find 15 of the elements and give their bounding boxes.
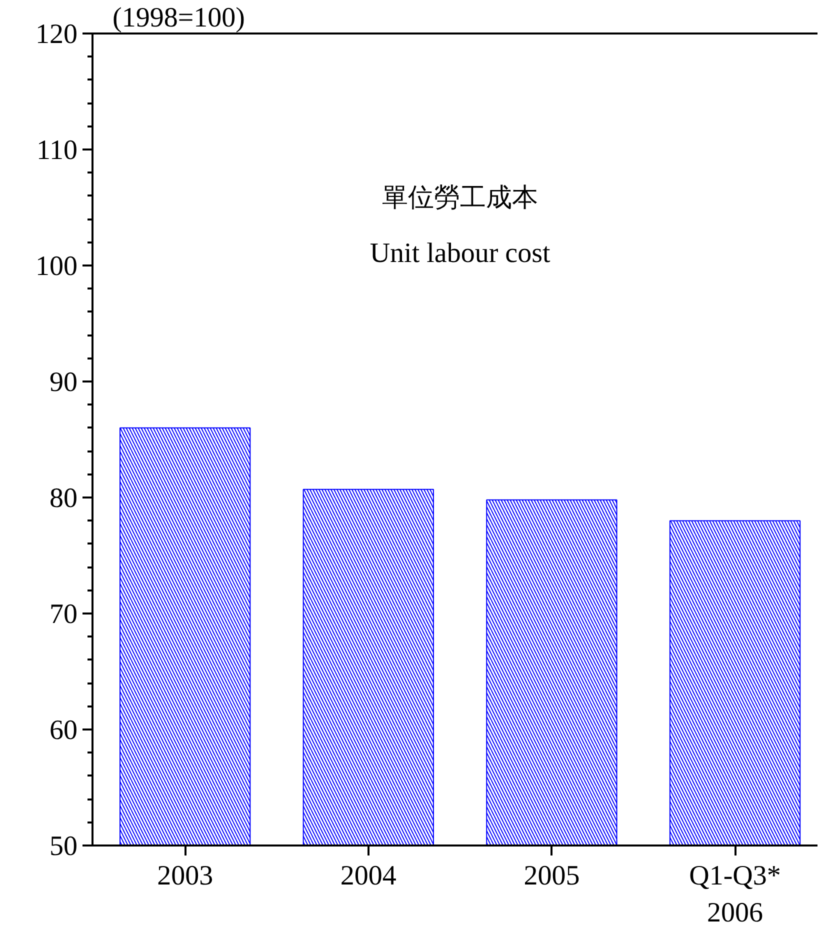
y-tick-label: 50 [50,831,78,862]
y-tick-label: 60 [50,715,78,746]
x-tick-label: 2003 [157,860,214,892]
y-tick-label: 70 [50,599,78,630]
y-tick-label: 80 [50,483,78,514]
y-tick-label: 120 [36,19,78,50]
x-tick-label: Q1-Q3* 2006 [689,860,781,929]
y-tick-label: 90 [50,367,78,398]
x-tick-label: 2004 [340,860,396,892]
y-tick-label: 100 [36,251,78,282]
y-axis-title: (1998=100) [112,2,245,34]
text: Unit labour cost [370,238,550,269]
x-tick-label: 2005 [524,860,580,892]
y-tick-label: 110 [36,135,78,166]
text: 單位勞工成本 [382,183,538,212]
